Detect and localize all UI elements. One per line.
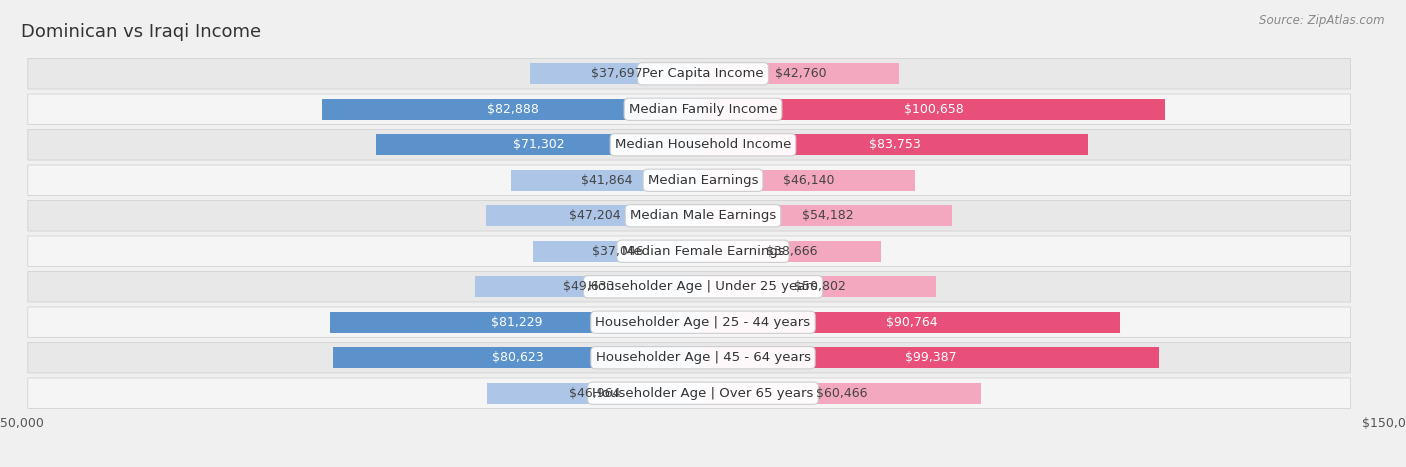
Text: $47,204: $47,204 <box>569 209 620 222</box>
FancyBboxPatch shape <box>28 129 1351 160</box>
Text: Dominican vs Iraqi Income: Dominican vs Iraqi Income <box>21 23 262 42</box>
Text: Householder Age | 25 - 44 years: Householder Age | 25 - 44 years <box>595 316 811 329</box>
Bar <box>703 99 1166 120</box>
Text: Median Earnings: Median Earnings <box>648 174 758 187</box>
Bar <box>322 99 703 120</box>
Text: $82,888: $82,888 <box>486 103 538 116</box>
Text: $37,046: $37,046 <box>592 245 644 258</box>
Text: Householder Age | Over 65 years: Householder Age | Over 65 years <box>592 387 814 400</box>
Text: $80,623: $80,623 <box>492 351 544 364</box>
Text: $41,864: $41,864 <box>581 174 633 187</box>
Text: Householder Age | 45 - 64 years: Householder Age | 45 - 64 years <box>596 351 810 364</box>
Bar <box>510 170 703 191</box>
Text: $37,697: $37,697 <box>591 67 643 80</box>
Bar <box>703 64 900 84</box>
Bar <box>703 347 1160 368</box>
Bar <box>330 312 703 333</box>
Bar <box>703 205 952 226</box>
FancyBboxPatch shape <box>28 200 1351 231</box>
Bar <box>530 64 703 84</box>
Text: $100,658: $100,658 <box>904 103 965 116</box>
Bar <box>475 276 703 297</box>
Bar <box>703 170 915 191</box>
Text: $54,182: $54,182 <box>801 209 853 222</box>
FancyBboxPatch shape <box>28 307 1351 338</box>
Text: Per Capita Income: Per Capita Income <box>643 67 763 80</box>
Bar <box>486 205 703 226</box>
Text: $83,753: $83,753 <box>869 138 921 151</box>
FancyBboxPatch shape <box>28 165 1351 196</box>
Bar <box>703 312 1119 333</box>
FancyBboxPatch shape <box>28 94 1351 125</box>
Bar <box>333 347 703 368</box>
Bar <box>375 134 703 155</box>
FancyBboxPatch shape <box>28 271 1351 302</box>
Text: Source: ZipAtlas.com: Source: ZipAtlas.com <box>1260 14 1385 27</box>
Text: $81,229: $81,229 <box>491 316 543 329</box>
Text: $50,802: $50,802 <box>794 280 845 293</box>
Text: $60,466: $60,466 <box>815 387 868 400</box>
Bar <box>488 383 703 403</box>
Text: $99,387: $99,387 <box>905 351 957 364</box>
Text: Householder Age | Under 25 years: Householder Age | Under 25 years <box>588 280 818 293</box>
Bar <box>703 383 981 403</box>
Bar <box>703 134 1088 155</box>
Text: $49,633: $49,633 <box>564 280 614 293</box>
Bar <box>703 276 936 297</box>
Text: $46,140: $46,140 <box>783 174 835 187</box>
FancyBboxPatch shape <box>28 236 1351 267</box>
Text: $38,666: $38,666 <box>766 245 817 258</box>
FancyBboxPatch shape <box>28 342 1351 373</box>
Text: Median Household Income: Median Household Income <box>614 138 792 151</box>
Text: $42,760: $42,760 <box>775 67 827 80</box>
Text: Median Male Earnings: Median Male Earnings <box>630 209 776 222</box>
Bar <box>533 241 703 262</box>
Bar <box>703 241 880 262</box>
FancyBboxPatch shape <box>28 378 1351 409</box>
Text: Median Family Income: Median Family Income <box>628 103 778 116</box>
FancyBboxPatch shape <box>28 58 1351 89</box>
Text: $46,964: $46,964 <box>569 387 621 400</box>
Text: Median Female Earnings: Median Female Earnings <box>621 245 785 258</box>
Text: $71,302: $71,302 <box>513 138 565 151</box>
Text: $90,764: $90,764 <box>886 316 938 329</box>
